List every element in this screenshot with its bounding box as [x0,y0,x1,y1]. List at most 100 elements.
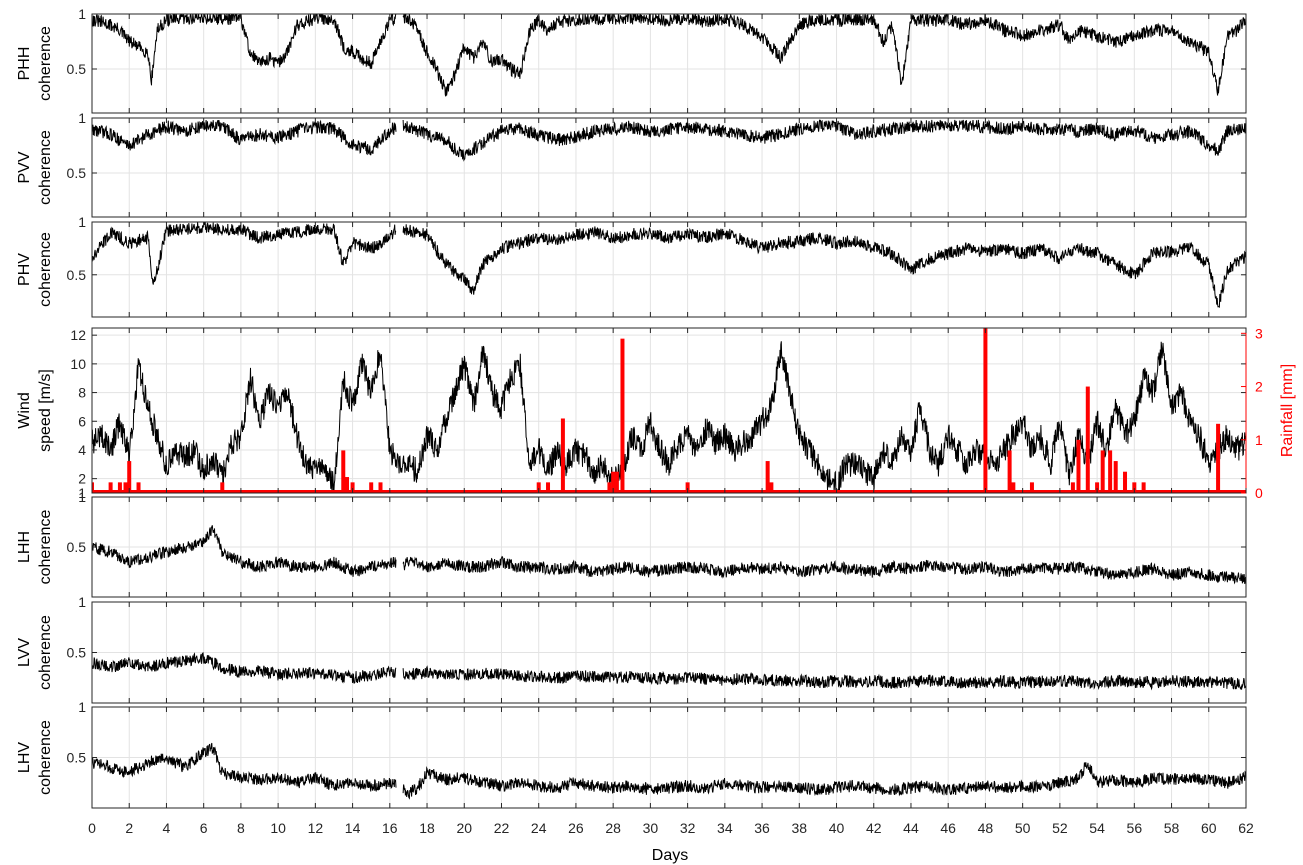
rainfall-bar [1029,482,1034,493]
y-tick-label: 10 [70,356,86,372]
y-tick-label: 0.5 [67,61,87,77]
pvv-trace [92,119,1246,162]
x-tick-label: 34 [717,820,733,836]
panel-lvv: 0.5 1 LVV coherence [16,594,1247,704]
x-tick-label: 44 [903,820,919,836]
x-tick-label: 20 [456,820,472,836]
rainfall-bar [344,477,349,493]
x-tick-label: 22 [494,820,510,836]
x-tick-label: 54 [1089,820,1105,836]
right-y-tick-label: 2 [1255,379,1263,395]
phv-trace [92,222,1246,309]
x-tick-label: 42 [866,820,882,836]
y-axis-label-line2: coherence [37,615,54,690]
panel-lhv: 0.5 1 LHV coherence [16,699,1247,809]
x-tick-label: 60 [1201,820,1217,836]
y-tick-label: 1 [78,110,86,126]
rainfall-bar [369,482,374,493]
phh-trace [92,14,1246,97]
rainfall-bar [108,482,113,493]
y-tick-label: 8 [78,385,86,401]
y-axis-label-line1: PHV [16,253,33,286]
right-y-tick-label: 1 [1255,432,1263,448]
rainfall-bar [1132,482,1137,493]
y-axis-label-line2: coherence [37,510,54,585]
y-tick-label: 1 [78,699,86,715]
rainfall-bar [983,328,988,493]
y-tick-label: 1 [78,214,86,230]
y-axis-label-line1: PVV [16,151,33,183]
rainfall-bar [117,482,122,493]
rainfall-bar [560,418,565,493]
x-tick-label: 58 [1164,820,1180,836]
panel-phh: 0.5 1 PHH coherence [16,6,1247,114]
x-tick-label: 4 [163,820,171,836]
x-tick-label: 56 [1127,820,1143,836]
rainfall-bar [1007,450,1012,493]
x-tick-label: 40 [829,820,845,836]
y-axis-label-line1: Wind [16,392,33,428]
y-axis-label-line2: coherence [37,720,54,795]
x-tick-label: 30 [643,820,659,836]
rainfall-bar [1216,423,1221,493]
rainfall-bar [341,450,346,493]
x-tick-label: 38 [792,820,808,836]
rainfall-bar [620,338,625,493]
rainfall-bar [1108,450,1113,493]
x-axis-label: Days [652,847,688,864]
x-tick-label: 46 [940,820,956,836]
y-tick-label: 4 [78,442,86,458]
rainfall-bar [546,482,551,493]
y-tick-label: 0.5 [67,645,87,661]
rainfall-bar [1123,471,1128,493]
y-tick-label: 0.5 [67,539,87,555]
rainfall-bar [127,461,132,493]
y-axis-label-line2: speed [m/s] [37,369,54,452]
y-axis-label-line1: PHH [16,47,33,81]
rainfall-bar [92,482,94,493]
y-axis-label-line1: LHH [16,531,33,563]
lhh-trace [92,525,1246,586]
right-y-tick-label: 3 [1255,325,1263,341]
x-tick-label: 32 [680,820,696,836]
rainfall-bars [92,328,1246,493]
panel-frame [91,221,1247,318]
x-tick-label: 18 [419,820,435,836]
x-tick-label: 2 [125,820,133,836]
y-tick-label: 12 [70,327,86,343]
panel-lhh: 0.5 1 LHH coherence [16,489,1247,598]
y-tick-label: 1 [78,6,86,22]
rainfall-bar [350,482,355,493]
y-tick-label: 2 [78,471,86,487]
lvv-trace [92,651,1246,691]
right-y-tick-label: 0 [1255,485,1263,501]
rainfall-bar [536,482,541,493]
rainfall-bar [1070,482,1075,493]
x-tick-label: 36 [754,820,770,836]
rainfall-bar [1113,461,1118,493]
rainfall-bar [1141,482,1146,493]
y-tick-label: 0.5 [67,267,87,283]
rainfall-bar [765,461,770,493]
panel-pvv: 0.5 1 PVV coherence [16,110,1247,218]
x-tick-label: 12 [308,820,324,836]
rainfall-bar [614,471,619,493]
x-tick-label: 62 [1238,820,1254,836]
x-tick-label: 8 [237,820,245,836]
y-tick-label: 0.5 [67,165,87,181]
rainfall-bar [1085,386,1090,493]
y-axis-label-line1: LHV [16,742,33,773]
y-tick-label: 1 [78,594,86,610]
x-tick-label: 24 [531,820,547,836]
rainfall-bar [1011,482,1016,493]
panel-frame [91,13,1247,114]
y-axis-label-line2: coherence [37,26,54,101]
x-tick-label: 48 [978,820,994,836]
x-tick-label: 26 [568,820,584,836]
x-tick-label: 16 [382,820,398,836]
panel-phv: 0.5 1 PHV coherence [16,214,1247,318]
x-axis: 0 2 4 6 8 10 12 14 16 18 20 22 24 26 28 30 32 34 36 38 40 42 4… [88,820,1254,836]
rainfall-bar [685,482,690,493]
